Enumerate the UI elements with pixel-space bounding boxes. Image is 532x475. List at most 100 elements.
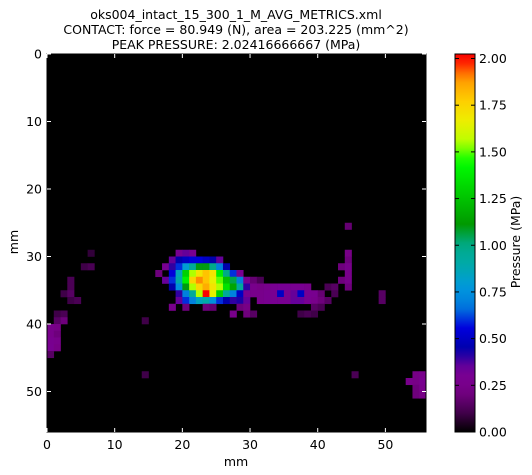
colorbar-tick-label: 1.00 xyxy=(479,238,507,253)
heatmap-cell xyxy=(222,263,231,271)
colorbar-tick-label: 0.00 xyxy=(479,425,507,440)
colorbar-gradient xyxy=(455,54,475,432)
x-tick-label: 10 xyxy=(107,437,123,452)
heatmap-cell xyxy=(283,290,291,298)
heatmap-cell xyxy=(317,297,325,305)
heatmap-cell xyxy=(53,330,61,338)
heatmap-cell xyxy=(67,276,75,284)
heatmap-cell xyxy=(297,290,305,298)
heatmap-cell xyxy=(324,297,332,305)
heatmap-cell xyxy=(202,303,210,311)
heatmap-cell xyxy=(256,290,264,298)
heatmap-cell xyxy=(222,276,231,284)
heatmap-cell xyxy=(263,290,271,298)
heatmap-cell xyxy=(53,344,61,352)
heatmap-cell xyxy=(47,344,55,352)
heatmap-cell xyxy=(378,290,386,298)
heatmap-cell xyxy=(344,222,352,230)
heatmap-cell xyxy=(216,263,224,271)
heatmap-cell xyxy=(216,283,224,291)
y-axis-ticks: 0 10 20 30 40 50 xyxy=(26,47,426,399)
colorbar-tick-label: 1.75 xyxy=(479,98,507,113)
y-tick-label: 20 xyxy=(26,182,42,197)
heatmap-cell xyxy=(216,297,224,305)
heatmap-cell xyxy=(310,310,319,318)
title-line-1: oks004_intact_15_300_1_M_AVG_METRICS.xml xyxy=(90,7,382,22)
heatmap-cell xyxy=(80,263,88,271)
heatmap-cell xyxy=(168,283,176,291)
heatmap-cell xyxy=(141,371,149,379)
heatmap-cell xyxy=(310,303,319,311)
heatmap-cell xyxy=(195,290,203,298)
heatmap-cell xyxy=(67,297,75,305)
heatmap-cell xyxy=(182,290,190,298)
heatmap-cell xyxy=(277,290,285,298)
heatmap-cell xyxy=(47,324,55,332)
heatmap-cell xyxy=(182,249,190,257)
heatmap-cell xyxy=(412,378,420,386)
heatmap-cell xyxy=(60,310,68,318)
heatmap-cell xyxy=(182,270,190,278)
heatmap-cell xyxy=(195,297,203,305)
heatmap-cell xyxy=(412,391,420,399)
plot-frame xyxy=(46,53,427,433)
colorbar-tick-label: 0.50 xyxy=(479,331,507,346)
heatmap-cell xyxy=(412,384,420,392)
heatmap-cell xyxy=(304,297,312,305)
heatmap-cell xyxy=(222,283,231,291)
heatmap-cell xyxy=(202,263,210,271)
heatmap-cell xyxy=(250,290,258,298)
heatmap-cell xyxy=(277,297,285,305)
y-tick-label: 30 xyxy=(26,249,42,264)
heatmap-cell xyxy=(202,256,210,264)
heatmap-cell xyxy=(338,263,346,271)
colorbar-label: Pressure (MPa) xyxy=(508,196,523,289)
y-tick-label: 50 xyxy=(26,384,42,399)
colorbar-ticks: 0.00 0.25 0.50 0.75 1.00 1.25 1.50 1.75 2.00 xyxy=(455,51,507,440)
heatmap-cell xyxy=(168,270,176,278)
heatmap-cell xyxy=(419,378,427,386)
heatmap-cell xyxy=(53,310,61,318)
heatmap-cell xyxy=(195,276,203,284)
heatmap-cell xyxy=(290,297,298,305)
heatmap-cell xyxy=(175,283,183,291)
heatmap-cell xyxy=(87,263,95,271)
heatmap-cell xyxy=(47,330,55,338)
heatmap-cell xyxy=(344,283,352,291)
heatmap-cell xyxy=(270,283,278,291)
heatmap-cell xyxy=(168,276,176,284)
heatmap-cell xyxy=(250,283,258,291)
heatmap-cell xyxy=(74,297,82,305)
heatmap-cell xyxy=(236,270,244,278)
heatmap-cell xyxy=(182,303,190,311)
x-tick-label: 20 xyxy=(174,437,190,452)
heatmap-cell xyxy=(283,297,291,305)
x-tick-label: 40 xyxy=(310,437,326,452)
heatmap-cells xyxy=(47,222,427,399)
heatmap-cell xyxy=(189,297,197,305)
heatmap-cell xyxy=(229,276,237,284)
x-tick-label: 50 xyxy=(377,437,393,452)
heatmap-cell xyxy=(202,283,210,291)
heatmap-cell xyxy=(229,297,237,305)
heatmap-cell xyxy=(277,283,285,291)
heatmap-cell xyxy=(263,297,271,305)
heatmap-cell xyxy=(189,270,197,278)
heatmap-cell xyxy=(304,290,312,298)
heatmap-background xyxy=(47,54,426,432)
colorbar-tick-label: 0.75 xyxy=(479,284,507,299)
heatmap-cell xyxy=(236,283,244,291)
heatmap-cell xyxy=(338,276,346,284)
heatmap-cell xyxy=(222,297,231,305)
x-axis-ticks: 0 10 20 30 40 50 xyxy=(43,54,393,452)
heatmap-cell xyxy=(243,303,251,311)
heatmap-cell xyxy=(182,283,190,291)
heatmap-cell xyxy=(209,256,217,264)
heatmap-cell xyxy=(202,276,210,284)
heatmap-cell xyxy=(209,297,217,305)
heatmap-cell xyxy=(209,270,217,278)
heatmap-cell xyxy=(256,283,264,291)
heatmap-cell xyxy=(243,290,251,298)
heatmap-cell xyxy=(195,270,203,278)
colorbar-tick-label: 1.25 xyxy=(479,191,507,206)
